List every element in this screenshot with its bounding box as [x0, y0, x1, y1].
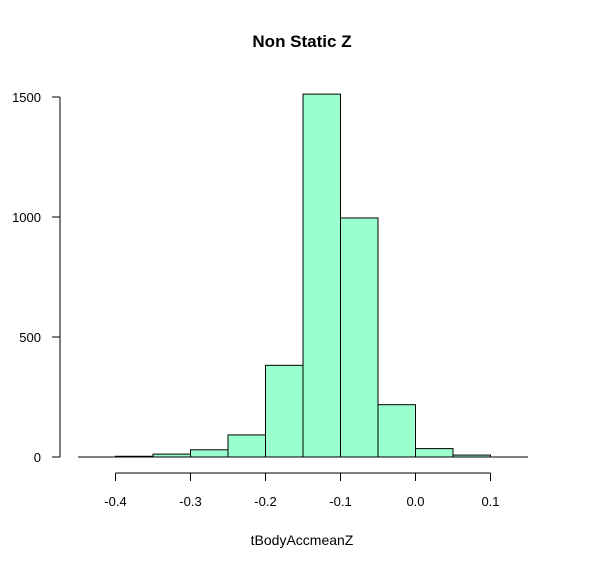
x-tick-label-6: 0.1 [481, 494, 499, 509]
histogram-bar-3 [190, 449, 229, 458]
x-tick-label-3: -0.2 [254, 494, 276, 509]
x-tick-label-4: -0.1 [329, 494, 351, 509]
y-tick-label-2: 500 [19, 330, 41, 345]
histogram-bar-9 [415, 448, 454, 458]
histogram-bar-5 [265, 364, 304, 458]
x-tick-label-5: 0.0 [406, 494, 424, 509]
histogram-bar-7 [340, 217, 379, 458]
x-tick-label-1: -0.4 [104, 494, 126, 509]
x-tick-label-2: -0.3 [179, 494, 201, 509]
y-tick-label-1: 0 [34, 450, 41, 465]
x-axis: -0.4 -0.3 -0.2 -0.1 0.0 0.1 [104, 472, 500, 509]
histogram-bar-8 [377, 404, 416, 458]
bars-layer [78, 93, 528, 458]
y-tick-label-4: 1500 [12, 90, 41, 105]
y-tick-label-3: 1000 [12, 210, 41, 225]
chart-title: Non Static Z [252, 32, 351, 51]
y-axis: 0 500 1000 1500 [12, 90, 61, 465]
x-axis-title: tBodyAccmeanZ [251, 532, 354, 548]
histogram-bar-6 [302, 93, 341, 458]
histogram-bar-4 [227, 434, 266, 458]
